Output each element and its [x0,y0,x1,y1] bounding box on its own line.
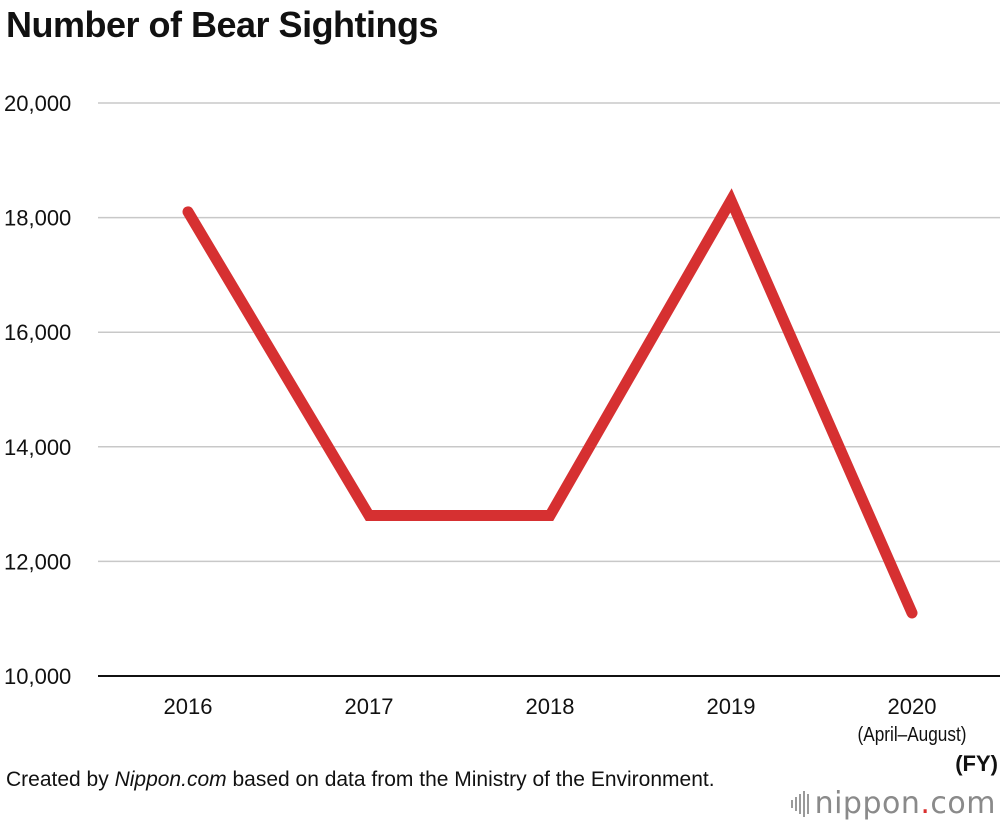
chart-title: Number of Bear Sightings [6,4,439,45]
y-tick-label: 16,000 [4,320,71,345]
series-line [182,188,918,619]
source-note: Created by Nippon.com based on data from… [6,766,766,794]
y-tick-label: 18,000 [4,206,71,231]
x-tick-label: 2018 [526,694,575,719]
y-axis-tick-labels: 10,000 12,000 14,000 16,000 18,000 20,000 [4,91,71,689]
source-prefix: Created by [6,768,115,791]
source-suffix: based on data from the Ministry of the E… [226,768,715,791]
logo-name: nippon [814,786,921,821]
y-tick-label: 14,000 [4,435,71,460]
y-tick-label: 12,000 [4,549,71,574]
x-tick-label: 2020 [888,694,937,719]
y-tick-label: 10,000 [4,664,71,689]
x-tick-label: 2016 [164,694,213,719]
gridlines [98,102,1000,677]
y-tick-label: 20,000 [4,91,71,116]
x-axis-tick-labels: 2016 2017 2018 2019 2020 (April–August) [164,694,967,745]
logo-dot: . [920,786,931,821]
nippon-logo: nippon.com [790,786,996,821]
x-tick-sublabel: (April–August) [858,723,967,746]
logo-wordmark: nippon.com [815,786,996,821]
x-tick-label: 2017 [345,694,394,719]
sound-bars-icon [790,790,809,817]
series-lines [182,188,918,619]
x-axis-unit-label: (FY) [955,751,998,776]
x-tick-label: 2019 [707,694,756,719]
source-brand: Nippon.com [114,768,227,791]
logo-tld: com [930,786,996,821]
